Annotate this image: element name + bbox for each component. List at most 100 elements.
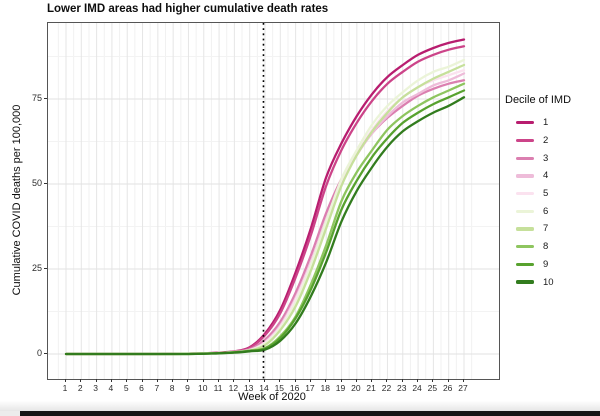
x-tick-mark [141,379,143,382]
x-tick-mark [355,379,357,382]
legend-item-10: 10 [505,273,571,291]
legend-label: 2 [543,135,549,147]
x-tick-mark [294,379,296,382]
video-bar-corner [0,411,20,416]
x-tick-mark [340,379,342,382]
legend-swatch-icon [516,262,534,266]
y-tick-label: 75 [31,92,42,103]
x-tick-mark [386,379,388,382]
legend-item-8: 8 [505,238,571,256]
x-tick-mark [417,379,419,382]
legend-item-1: 1 [505,114,571,132]
x-tick-label: 5 [123,383,129,393]
legend-label: 6 [543,205,549,217]
x-tick-mark [172,379,174,382]
legend-swatch-icon [516,280,534,284]
x-tick-label: 22 [381,383,392,393]
x-tick-mark [233,379,235,382]
x-tick-label: 26 [442,383,453,393]
legend-label: 10 [543,276,554,288]
x-tick-mark [401,379,403,382]
x-tick-label: 3 [93,383,98,393]
x-tick-mark [126,379,128,382]
legend-label: 9 [543,258,549,270]
x-tick-mark [371,379,373,382]
y-tick-mark [44,268,47,269]
x-tick-label: 8 [169,383,175,393]
legend-items: 1 2 3 4 5 6 7 8 9 10 [505,114,571,291]
x-tick-mark [463,379,464,382]
x-tick-label: 15 [274,383,285,393]
legend-swatch-icon [516,209,534,213]
x-tick-mark [264,379,265,382]
legend-label: 7 [543,223,549,235]
x-tick-label: 18 [320,383,330,393]
x-tick-label: 17 [305,383,315,393]
legend-swatch-icon [516,227,534,231]
y-tick-mark [44,183,47,184]
y-axis-title: Cumulative COVID deaths per 100,000 [11,104,23,296]
y-tick-label: 50 [31,177,42,188]
plot-area [48,23,499,379]
y-tick-mark [44,353,47,354]
x-axis-title: Week of 2020 [238,391,306,403]
x-tick-mark [65,379,66,382]
legend-item-6: 6 [505,202,571,220]
legend-item-2: 2 [505,132,571,150]
x-tick-mark [80,379,82,382]
x-tick-label: 4 [108,383,114,393]
video-frame-strip [0,401,600,411]
x-tick-mark [202,379,204,382]
x-tick-label: 6 [139,383,144,393]
legend-title: Decile of IMD [505,94,572,106]
legend-item-9: 9 [505,256,571,274]
x-tick-label: 25 [427,383,438,393]
legend: Decile of IMD 1 2 3 4 5 6 7 8 9 10 [505,94,571,291]
x-tick-label: 12 [228,383,239,393]
x-tick-mark [325,379,327,382]
x-tick-mark [187,379,189,382]
legend-label: 5 [543,188,549,200]
series-line-decile-10 [64,96,466,356]
legend-label: 3 [543,152,549,164]
x-tick-label: 23 [397,383,407,393]
x-tick-mark [309,379,311,382]
x-tick-mark [218,379,220,382]
x-tick-label: 21 [366,383,376,393]
legend-swatch-icon [516,156,534,160]
chart-title: Lower IMD areas had higher cumulative de… [47,3,329,15]
x-tick-label: 27 [458,383,468,393]
x-tick-mark [110,379,112,382]
video-progress-bar[interactable] [20,411,600,416]
y-tick-label: 0 [36,347,42,358]
legend-swatch-icon [516,138,534,143]
legend-label: 4 [543,170,549,182]
x-tick-label: 20 [351,383,361,393]
x-tick-label: 11 [213,383,223,393]
x-tick-mark [156,379,158,382]
legend-item-4: 4 [505,167,571,185]
x-tick-mark [248,379,250,382]
x-tick-label: 19 [335,383,346,393]
legend-swatch-icon [516,121,534,125]
x-tick-label: 24 [412,383,422,393]
y-tick-mark [44,98,47,99]
plot-panel [47,22,500,380]
x-tick-mark [95,379,97,382]
x-tick-mark [447,379,449,382]
x-tick-label: 14 [259,383,269,393]
x-tick-label: 2 [77,383,83,393]
legend-item-5: 5 [505,185,571,203]
x-tick-label: 16 [289,383,300,393]
x-tick-label: 10 [198,383,208,393]
legend-label: 8 [543,241,549,253]
x-tick-mark [432,379,434,382]
x-tick-label: 1 [62,383,68,393]
legend-item-3: 3 [505,149,571,167]
legend-swatch-icon [516,174,534,178]
legend-label: 1 [543,117,549,129]
legend-item-7: 7 [505,220,571,238]
y-tick-label: 25 [31,262,42,273]
x-tick-label: 13 [243,383,254,393]
